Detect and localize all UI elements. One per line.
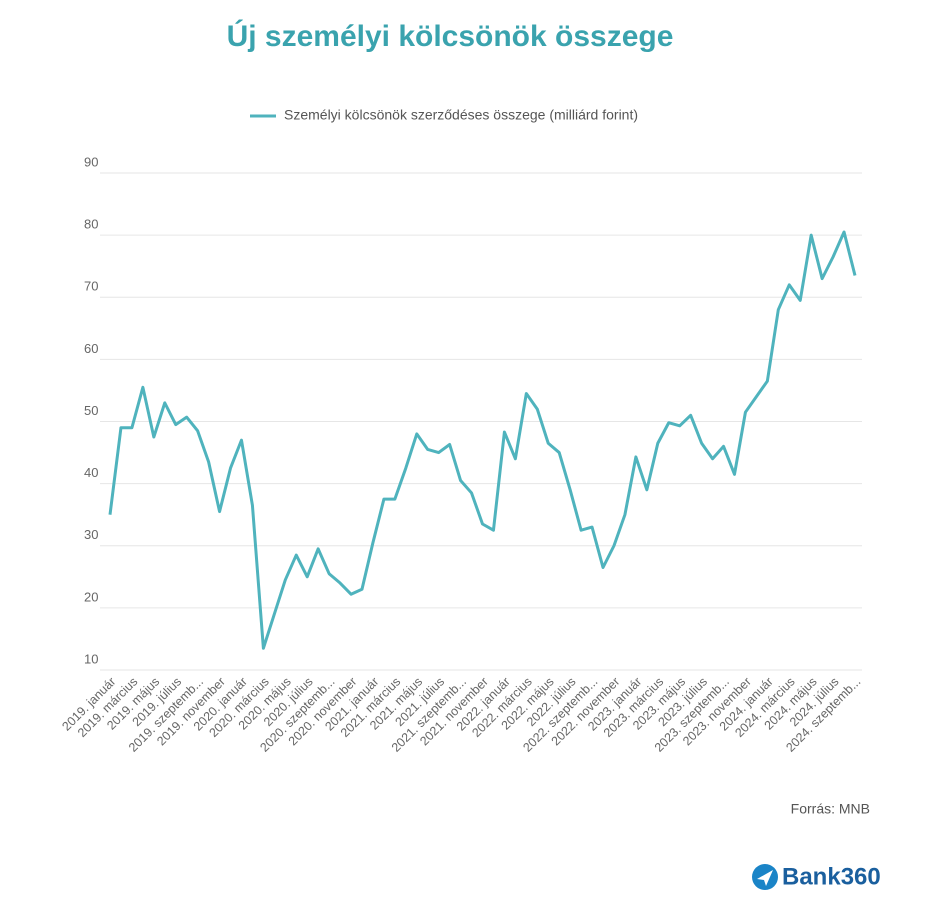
data-line (108, 230, 857, 650)
logo: Bank360 (752, 863, 881, 890)
y-tick-label: 80 (84, 217, 98, 232)
source: Forrás: MNB (791, 801, 870, 817)
y-tick-label: 50 (84, 403, 98, 418)
y-tick-label: 60 (84, 341, 98, 356)
logo-arrow (757, 870, 773, 886)
y-tick-label: 40 (84, 465, 98, 480)
y-tick-label: 30 (84, 527, 98, 542)
legend-label: Személyi kölcsönök szerződéses összege (… (284, 107, 638, 123)
y-tick-label: 10 (84, 651, 98, 666)
y-tick-label: 90 (84, 154, 98, 169)
logo-text: Bank360 (782, 863, 881, 890)
y-tick-label: 20 (84, 589, 98, 604)
chart-title: Új személyi kölcsönök összege (227, 19, 674, 53)
y-tick-label: 70 (84, 279, 98, 294)
